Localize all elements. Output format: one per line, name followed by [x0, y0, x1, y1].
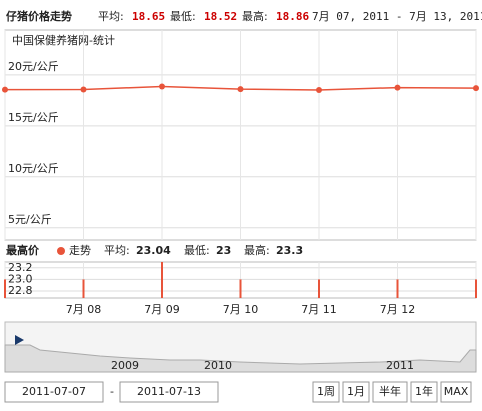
- date-range: 7月 07, 2011 - 7月 13, 2011: [312, 10, 482, 23]
- y-tick-label: 15元/公斤: [8, 111, 59, 124]
- lower-title: 最高价: [6, 243, 40, 257]
- year-label: 2009: [111, 359, 139, 372]
- stat-value: 18.52: [204, 10, 237, 23]
- stat-label: 最低:: [170, 10, 196, 23]
- stat-label: 最低:: [184, 244, 210, 257]
- range-button-box[interactable]: [410, 381, 438, 403]
- bar: [161, 262, 163, 298]
- x-tick-label: 7月 08: [66, 303, 102, 316]
- range-button[interactable]: 1周: [317, 385, 335, 398]
- bar: [82, 279, 85, 298]
- price-point: [473, 85, 479, 92]
- date-to-box[interactable]: [119, 381, 219, 403]
- y-tick-label: 23.0: [8, 272, 33, 285]
- chart-title: 仔猪价格走势: [6, 9, 72, 23]
- bar: [4, 279, 6, 298]
- price-point: [394, 84, 401, 91]
- price-point: [316, 86, 322, 93]
- watermark: 中国保健养猪网-统计: [12, 33, 115, 47]
- range-button[interactable]: 1月: [347, 385, 365, 398]
- date-from-box[interactable]: [4, 381, 104, 403]
- y-tick-label: 20元/公斤: [8, 60, 59, 73]
- bar: [396, 279, 399, 298]
- year-label: 2010: [204, 359, 232, 372]
- range-button-box[interactable]: [440, 381, 472, 403]
- stat-value: 23: [216, 244, 231, 257]
- x-tick-label: 7月 11: [301, 303, 337, 316]
- price-point: [2, 86, 8, 93]
- y-tick-label: 10元/公斤: [8, 162, 59, 175]
- y-tick-label: 22.8: [8, 284, 33, 297]
- stat-value: 23.3: [276, 244, 303, 257]
- stat-label: 平均:: [104, 244, 130, 257]
- date-from[interactable]: 2011-07-07: [22, 385, 86, 398]
- bar: [475, 279, 477, 298]
- range-button[interactable]: 半年: [379, 384, 401, 398]
- bar: [318, 279, 320, 298]
- y-tick-label: 5元/公斤: [8, 213, 52, 226]
- range-button[interactable]: MAX: [444, 385, 469, 398]
- legend-name: 走势: [69, 244, 91, 257]
- stat-label: 平均:: [98, 10, 124, 23]
- range-button[interactable]: 1年: [415, 384, 433, 398]
- play-icon[interactable]: [15, 335, 24, 345]
- range-button-box[interactable]: [372, 381, 408, 403]
- x-tick-label: 7月 10: [223, 303, 259, 316]
- stat-value: 18.65: [132, 10, 165, 23]
- date-to[interactable]: 2011-07-13: [137, 385, 201, 398]
- range-button-box[interactable]: [312, 381, 340, 403]
- x-tick-label: 7月 12: [380, 303, 416, 316]
- price-point: [237, 86, 244, 93]
- stat-label: 最高:: [244, 243, 270, 257]
- navigator-area: [4, 344, 477, 373]
- bar: [239, 279, 242, 298]
- range-button-box[interactable]: [342, 381, 370, 403]
- legend-dot: [57, 247, 65, 255]
- stat-value: 18.86: [276, 10, 309, 23]
- price-point: [80, 86, 87, 93]
- y-tick-label: 23.2: [8, 261, 33, 274]
- price-point: [159, 83, 165, 90]
- x-tick-label: 7月 09: [144, 303, 180, 316]
- stat-value: 23.04: [136, 244, 171, 257]
- separator: -: [110, 385, 114, 398]
- stat-label: 最高:: [242, 9, 268, 23]
- year-label: 2011: [386, 359, 414, 372]
